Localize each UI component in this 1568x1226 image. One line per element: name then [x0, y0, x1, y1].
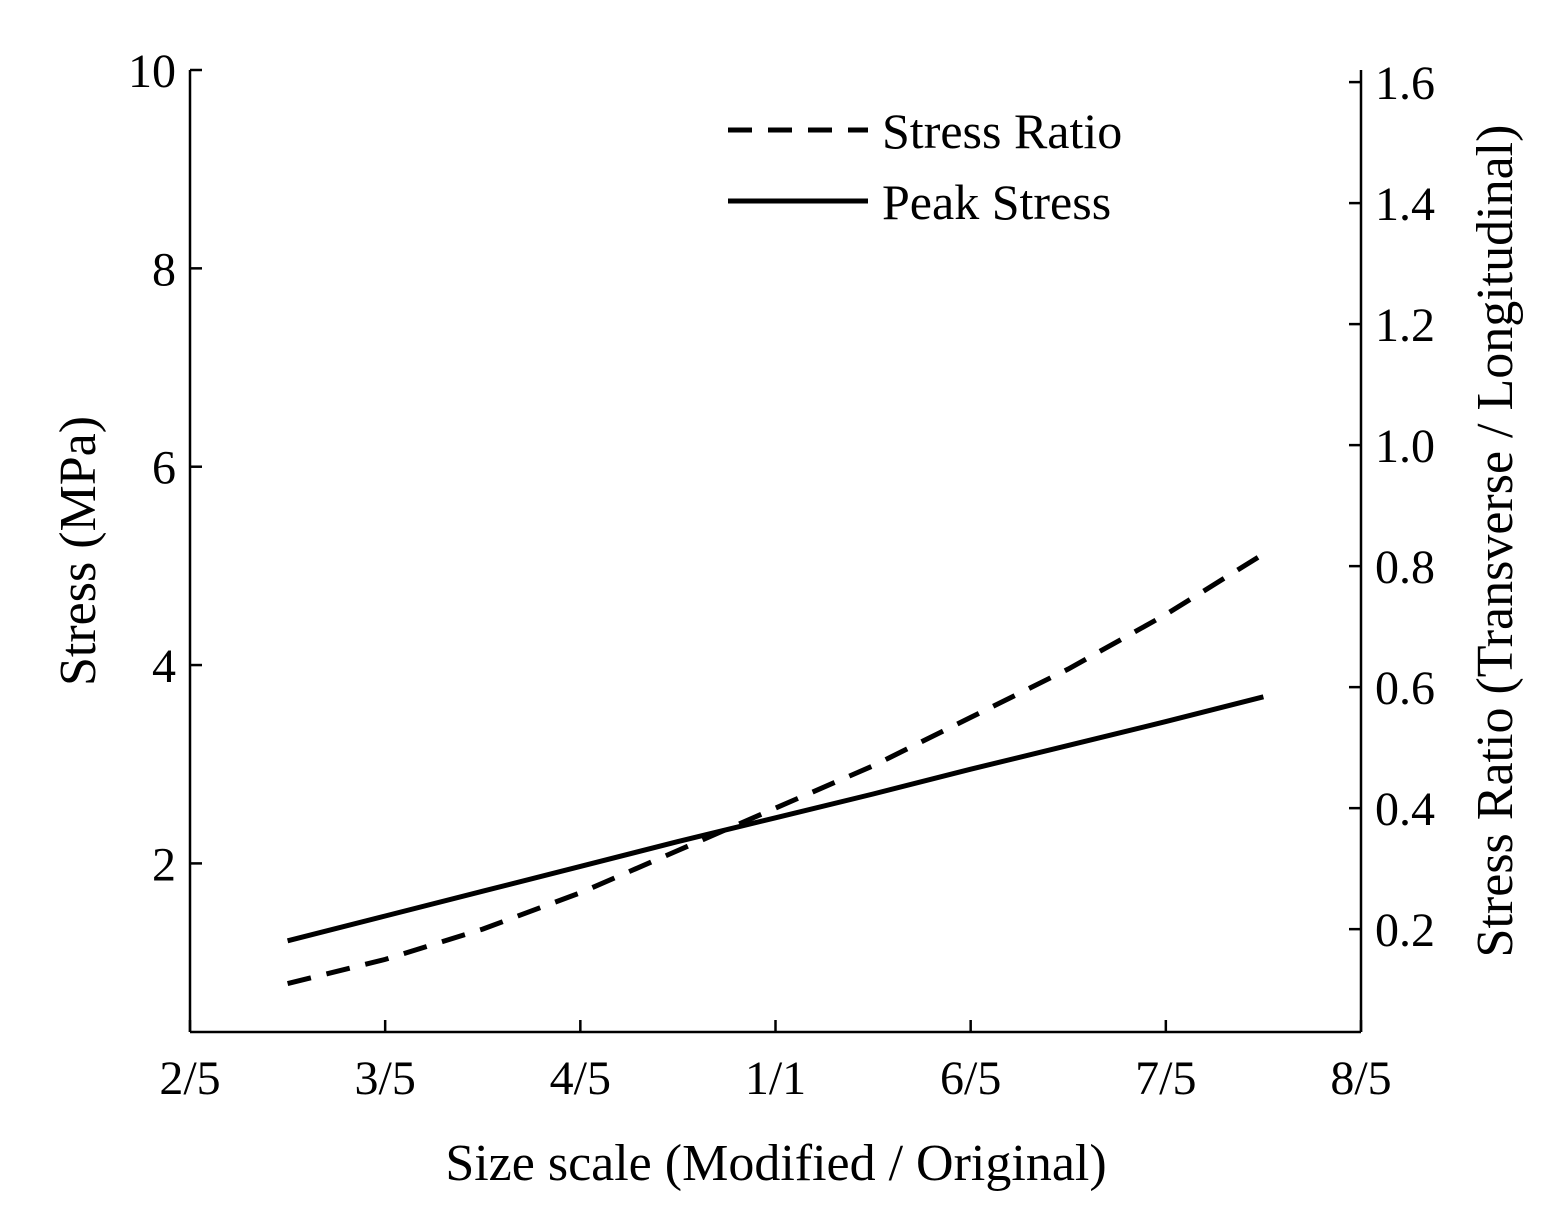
x-tick-label: 3/5	[354, 1052, 415, 1105]
y-tick-label: 6	[152, 442, 176, 495]
y-tick-label: 2	[152, 838, 176, 891]
legend-label-stress-ratio: Stress Ratio	[882, 103, 1122, 159]
x-tick-label: 2/5	[159, 1052, 220, 1105]
series-line-stress-ratio	[286, 551, 1265, 987]
x-tick-label: 8/5	[1330, 1052, 1391, 1105]
y-tick-label: 8	[152, 243, 176, 296]
series-layer	[286, 551, 1265, 987]
y2-tick-label: 1.6	[1375, 57, 1435, 110]
x-tick-label: 4/5	[550, 1052, 611, 1105]
x-ticks: 2/5 3/5 4/5 1/1 6/5 7/5 8/5	[159, 1020, 1392, 1105]
legend-label-peak-stress: Peak Stress	[882, 174, 1111, 230]
y2-tick-label: 0.8	[1375, 541, 1435, 594]
y2-tick-label: 1.0	[1375, 420, 1435, 473]
x-axis-title: Size scale (Modified / Original)	[445, 1135, 1106, 1192]
x-tick-label: 7/5	[1135, 1052, 1196, 1105]
y-tick-label: 10	[128, 45, 176, 98]
series-line-peak-stress	[286, 694, 1265, 944]
y2-tick-label: 1.2	[1375, 299, 1435, 352]
y-tick-label: 4	[152, 640, 176, 693]
y2-ticks: 0.2 0.4 0.6 0.8 1.0 1.2 1.4 1.6	[1349, 57, 1435, 957]
x-tick-label: 6/5	[940, 1052, 1001, 1105]
y2-tick-label: 0.6	[1375, 662, 1435, 715]
y-axis-title: Stress (MPa)	[50, 416, 107, 686]
y-ticks: 2 4 6 8 10	[128, 45, 202, 891]
y2-tick-label: 0.2	[1375, 904, 1435, 957]
axes	[188, 70, 1363, 1034]
legend: Stress Ratio Peak Stress	[728, 103, 1122, 230]
y2-tick-label: 1.4	[1375, 178, 1435, 231]
y2-axis-title: Stress Ratio (Transverse / Longitudinal)	[1467, 125, 1524, 958]
x-tick-label: 1/1	[745, 1052, 806, 1105]
y2-tick-label: 0.4	[1375, 783, 1435, 836]
